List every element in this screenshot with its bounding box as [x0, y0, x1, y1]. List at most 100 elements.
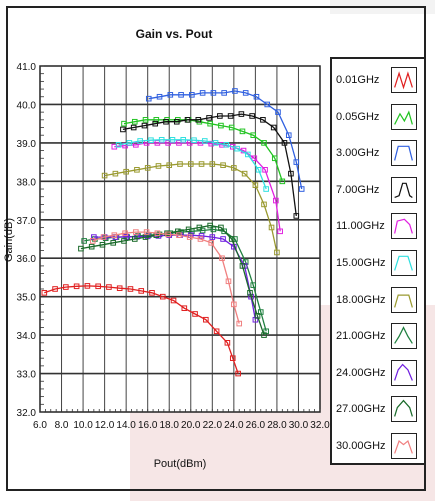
data-point: [251, 155, 258, 162]
legend-item: 30.00GHz: [332, 429, 426, 463]
data-point: [206, 115, 212, 121]
x-tick-label: 22.0: [203, 420, 223, 431]
series-3-00ghz: [145, 88, 305, 192]
data-point: [156, 93, 163, 100]
x-tick-label: 16.0: [138, 420, 158, 431]
data-point: [241, 170, 248, 177]
data-point: [293, 159, 300, 165]
legend-line: [394, 363, 413, 381]
data-point: [270, 124, 277, 131]
data-point: [52, 286, 58, 292]
data-point: [155, 163, 162, 169]
series-line: [80, 224, 265, 336]
data-point: [218, 224, 224, 231]
series-line: [118, 139, 267, 190]
data-point: [99, 241, 106, 248]
data-point: [166, 162, 173, 168]
series-line: [123, 119, 283, 182]
data-point: [260, 117, 266, 123]
data-point: [209, 161, 216, 167]
legend-label: 3.00GHz: [336, 147, 380, 160]
x-tick-label: 24.0: [224, 420, 244, 431]
data-point: [232, 88, 238, 94]
data-point: [218, 122, 224, 129]
data-point: [263, 186, 269, 192]
data-point: [234, 145, 240, 152]
data-point: [158, 137, 165, 143]
data-point: [253, 93, 260, 100]
x-tick-label: 10.0: [73, 420, 93, 431]
data-point: [198, 161, 205, 167]
data-point: [220, 162, 226, 168]
data-point: [141, 122, 148, 129]
data-point: [138, 288, 145, 294]
data-point: [84, 283, 91, 289]
legend-item: 18.00GHz: [332, 283, 426, 317]
data-point: [106, 284, 112, 290]
data-point: [165, 231, 171, 238]
data-point: [73, 283, 80, 290]
y-tick-label: 39.0: [17, 139, 37, 150]
legend-swatch-icon: [391, 213, 417, 240]
legend-swatch-icon: [391, 359, 417, 386]
data-point: [154, 230, 161, 237]
data-point: [199, 90, 206, 96]
data-point: [176, 232, 182, 238]
series-lines: [41, 88, 305, 377]
data-point: [247, 290, 253, 296]
legend-item: 21.00GHz: [332, 319, 426, 353]
data-point: [131, 118, 138, 125]
data-point: [186, 234, 193, 240]
data-point: [232, 236, 238, 242]
data-point: [273, 197, 279, 204]
legend-label: 15.00GHz: [336, 257, 386, 269]
data-point: [89, 238, 96, 244]
data-point: [277, 228, 283, 235]
data-point: [268, 224, 275, 231]
data-point: [221, 90, 227, 96]
x-axis-label: Pout(dBm): [154, 458, 207, 470]
data-point: [122, 230, 128, 237]
data-point: [209, 234, 216, 240]
data-point: [152, 120, 159, 127]
data-point: [274, 249, 280, 256]
y-tick-label: 33.0: [17, 370, 37, 381]
legend-swatch-icon: [391, 396, 417, 423]
data-point: [288, 170, 294, 177]
y-tick-label: 34.0: [17, 331, 37, 342]
y-tick-label: 38.0: [17, 177, 37, 188]
data-point: [285, 132, 292, 138]
data-point: [275, 109, 281, 115]
data-point: [159, 293, 166, 300]
x-tick-label: 18.0: [159, 420, 179, 431]
data-point: [279, 178, 286, 185]
data-point: [198, 233, 205, 239]
data-point: [115, 142, 122, 148]
data-point: [100, 234, 107, 240]
data-point: [224, 340, 231, 346]
legend-swatch-icon: [391, 323, 417, 350]
data-point: [111, 232, 118, 238]
y-tick-label: 32.0: [17, 408, 37, 419]
legend-line: [394, 145, 413, 161]
data-point: [177, 161, 183, 167]
data-point: [192, 311, 198, 317]
x-tick-label: 14.0: [116, 420, 136, 431]
legend-line: [394, 219, 413, 235]
data-point: [231, 301, 237, 308]
data-point: [195, 117, 202, 123]
data-point: [250, 282, 257, 288]
data-point: [145, 95, 152, 102]
y-tick-label: 41.0: [17, 62, 37, 73]
legend-item: 11.00GHz: [332, 209, 426, 243]
data-point: [148, 137, 154, 143]
data-point: [180, 137, 187, 143]
data-point: [271, 155, 278, 162]
legend-label: 0.01GHz: [336, 74, 380, 86]
data-point: [203, 316, 209, 323]
series-line: [92, 231, 240, 324]
data-point: [201, 138, 208, 144]
data-point: [127, 286, 134, 292]
data-point: [78, 245, 84, 252]
y-tick-label: 40.0: [17, 100, 37, 111]
